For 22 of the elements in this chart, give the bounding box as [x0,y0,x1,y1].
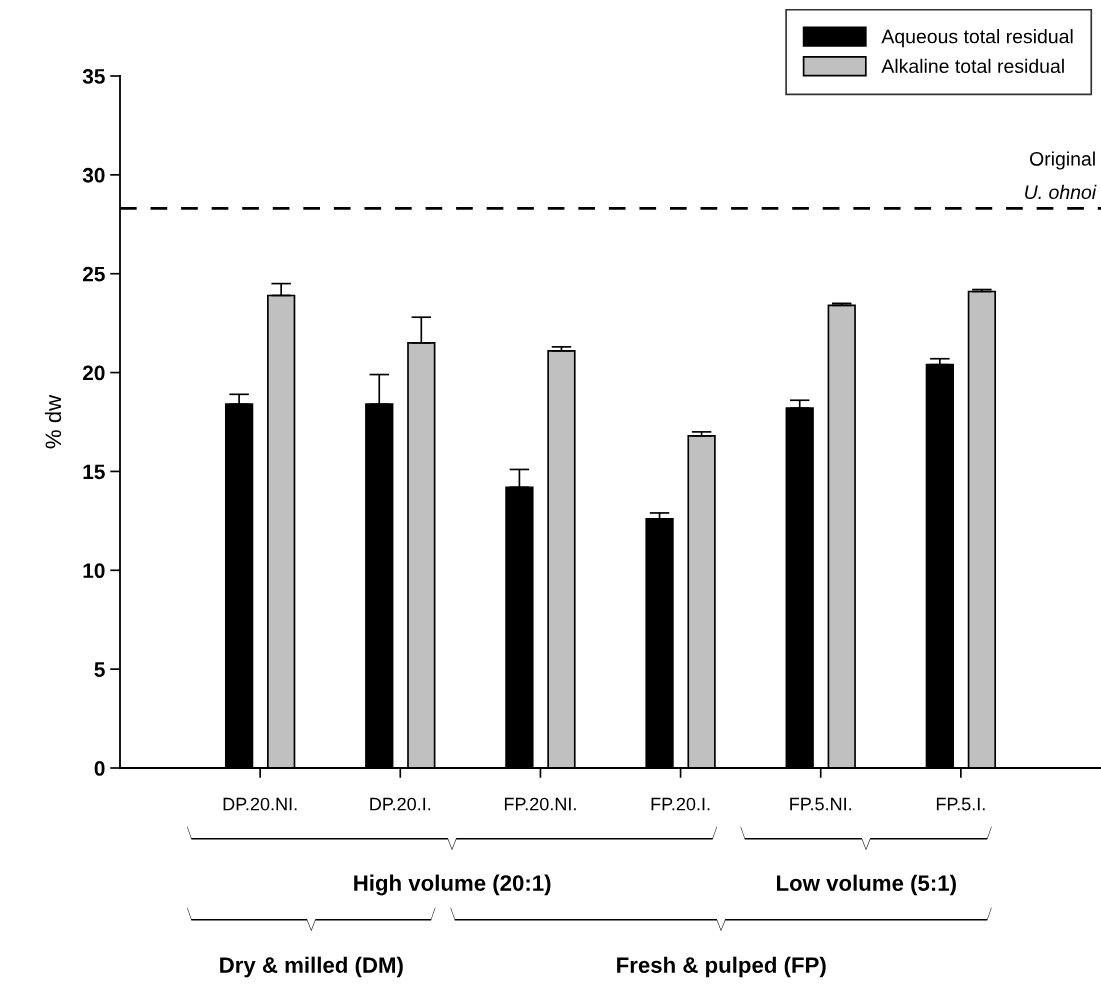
y-tick-label: 10 [83,563,105,579]
x-tick-label: FP.20.I. [651,797,710,811]
text: Fresh & pulped (FP) [617,956,826,978]
x-tick-label: FP.20.NI. [504,797,576,811]
x-tick-label: DP.20.NI. [223,797,297,811]
legend-label: Alkaline total residual [881,58,1064,74]
x-tick-label: DP.20.I. [370,797,431,811]
x-tick-label: FP.5.I. [936,797,985,811]
text: Low volume (5:1) [777,874,956,896]
y-tick-label: 25 [82,266,105,282]
y-tick-label: 30 [82,167,105,183]
y-tick-label: 5 [94,662,105,677]
y-tick-label: 20 [82,365,105,381]
x-tick-label: FP.5.NI. [790,797,852,811]
y-tick-label: 35 [82,69,105,84]
y-tick-label: 0 [94,761,105,776]
y-axis-title: % dw [44,394,62,449]
text: High volume (20:1) [354,874,551,896]
ref-line-label: Original U. ohnoi [1025,151,1097,200]
legend-label: Aqueous total residual [881,29,1073,48]
text: Dry & milled (DM) [220,956,403,978]
y-tick-label: 15 [83,464,105,480]
